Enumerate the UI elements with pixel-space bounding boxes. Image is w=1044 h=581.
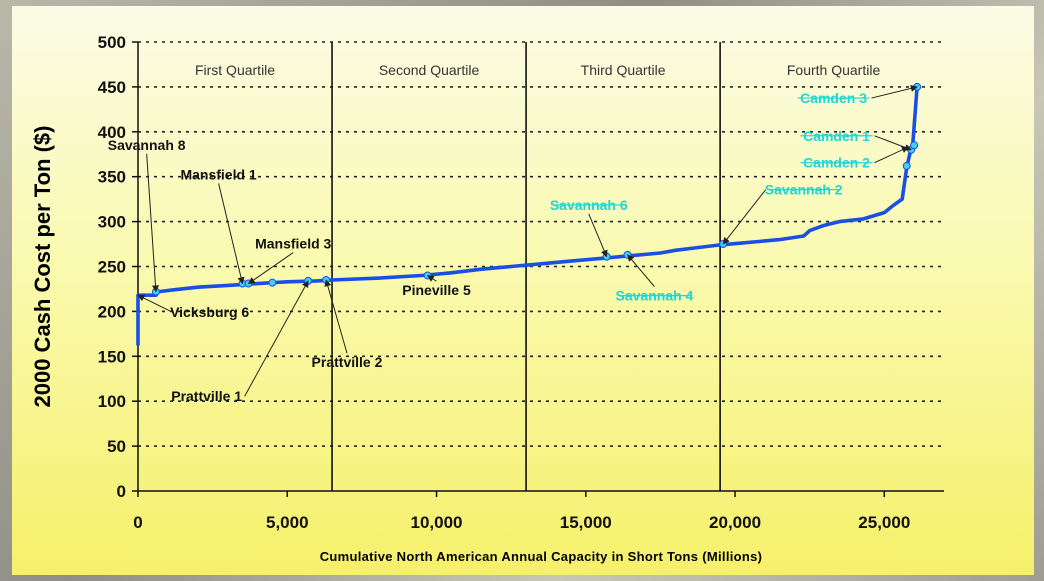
y-tick-label-450: 450 (98, 78, 126, 97)
y-tick-label-150: 150 (98, 347, 126, 366)
annotation-arrow-1 (218, 183, 245, 285)
annotation-pineville-5: Pineville 5 (402, 282, 471, 298)
quartile-label-3: Third Quartile (581, 62, 666, 78)
x-tick-label-0: 0 (133, 513, 142, 532)
annotation-layer: Savannah 8 Mansfield 1 Mansfield 3 Vicksbur… (108, 84, 918, 404)
annotation-arrow-8 (627, 254, 655, 287)
y-tick-label-250: 250 (98, 258, 126, 277)
y-tick-label-0: 0 (117, 482, 126, 501)
annotation-arrow-11 (874, 135, 912, 151)
quartile-label-4: Fourth Quartile (787, 62, 881, 78)
annotation-arrow-10 (871, 84, 918, 99)
y-tick-label-500: 500 (98, 33, 126, 52)
annotation-arrow-6 (426, 275, 437, 282)
plant-marker-3 (268, 278, 277, 287)
annotation-arrow-7 (588, 213, 608, 258)
x-tick-label-25000: 25,000 (858, 513, 910, 532)
annotation-vicksburg-6: Vicksburg 6 (170, 304, 249, 320)
annotation-mansfield-3: Mansfield 3 (255, 236, 331, 252)
annotation-arrow-2 (247, 252, 294, 284)
quartile-label-1: First Quartile (195, 62, 275, 78)
y-tick-label-100: 100 (98, 392, 126, 411)
x-tick-label-10000: 10,000 (411, 513, 463, 532)
annotation-prattville-1: Prattville 1 (171, 388, 242, 404)
x-tick-label-20000: 20,000 (709, 513, 761, 532)
annotation-mansfield-1: Mansfield 1 (180, 166, 256, 182)
quartile-labels: First Quartile Second Quartile Third Quart… (195, 62, 880, 78)
y-tick-label-300: 300 (98, 213, 126, 232)
grid (138, 41, 944, 447)
cost-curve-chart: 0 50 100 150 200 250 300 350 400 450 500 0 5,000 10,0… (30, 33, 944, 564)
annotation-arrow-9 (722, 189, 767, 245)
x-axis-label: Cumulative North American Annual Capacit… (320, 549, 763, 564)
annotation-arrow-3 (137, 294, 172, 313)
plant-marker-12 (910, 141, 919, 150)
y-axis-label: 2000 Cash Cost per Ton ($) (30, 126, 55, 408)
plant-marker-10 (902, 161, 911, 170)
quartile-label-2: Second Quartile (379, 62, 480, 78)
series-layer (136, 86, 919, 346)
annotation-arrow-0 (146, 153, 159, 293)
annotation-savannah-8: Savannah 8 (108, 137, 186, 153)
y-tick-label-200: 200 (98, 302, 126, 321)
y-tick-label-50: 50 (107, 437, 126, 456)
annotation-arrow-4 (324, 279, 348, 354)
x-tick-label-5000: 5,000 (266, 513, 309, 532)
y-tick-label-350: 350 (98, 168, 126, 187)
y-tick-label-400: 400 (98, 123, 126, 142)
annotation-prattville-2: Prattville 2 (312, 354, 383, 370)
axes: 0 50 100 150 200 250 300 350 400 450 500 0 5,000 10,0… (98, 33, 944, 532)
annotation-arrow-12 (874, 146, 909, 164)
x-tick-label-15000: 15,000 (560, 513, 612, 532)
plant-marker-7 (602, 252, 611, 261)
annotation-arrow-5 (244, 280, 309, 397)
chart-panel: 0 50 100 150 200 250 300 350 400 450 500 0 5,000 10,0… (12, 6, 1034, 575)
cost-curve-line (136, 86, 919, 346)
